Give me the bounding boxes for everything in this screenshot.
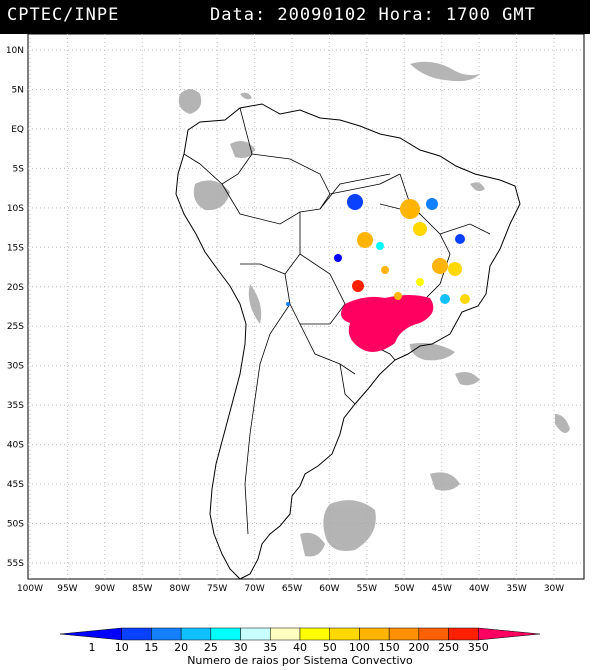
lon-label: 85W xyxy=(132,584,152,594)
legend-value: 1 xyxy=(89,641,96,654)
legend-title: Numero de raios por Sistema Convectivo xyxy=(187,654,413,667)
lat-label: 5S xyxy=(13,164,25,174)
header-source: CPTEC/INPE xyxy=(7,5,120,25)
legend-swatch xyxy=(151,627,182,641)
legend-swatch xyxy=(270,627,301,641)
lon-label: 60W xyxy=(319,584,339,594)
legend-swatch xyxy=(210,627,241,641)
legend-value: 25 xyxy=(204,641,218,654)
lon-label: 90W xyxy=(95,584,115,594)
lon-label: 100W xyxy=(17,584,43,594)
legend-swatch xyxy=(329,627,360,641)
legend-value: 20 xyxy=(174,641,188,654)
legend-value: 30 xyxy=(234,641,248,654)
lon-label: 75W xyxy=(207,584,227,594)
lat-label: 45S xyxy=(7,480,24,490)
lat-label: 55S xyxy=(7,559,24,569)
lat-label: 50S xyxy=(7,520,24,530)
lon-label: 40W xyxy=(469,584,489,594)
cloud-areas xyxy=(178,61,570,557)
lon-label: 55W xyxy=(357,584,377,594)
legend-value: 150 xyxy=(379,641,400,654)
legend-value: 100 xyxy=(349,641,370,654)
legend-swatch xyxy=(388,627,420,641)
legend-value: 200 xyxy=(408,641,429,654)
lat-label: 15S xyxy=(7,243,24,253)
lat-label: 10N xyxy=(6,46,24,56)
convective-cells xyxy=(286,194,470,352)
legend-value: 10 xyxy=(115,641,129,654)
legend-value: 15 xyxy=(144,641,158,654)
legend-labels: 1 10 15 20 25 30 35 40 50 100 150 200 250 350 xyxy=(89,641,489,654)
map-panel: 10N 5N EQ 5S 10S 15S 20S 25S 30S 35S 40S 45S 50S 55S 1… xyxy=(6,34,585,594)
lon-label: 45W xyxy=(432,584,452,594)
legend-colorbar xyxy=(59,627,541,641)
legend-value: 40 xyxy=(293,641,307,654)
lat-label: 10S xyxy=(7,204,24,214)
south-america-coastline xyxy=(175,103,521,580)
lat-label: 30S xyxy=(7,362,24,372)
legend-value: 250 xyxy=(438,641,459,654)
lat-label: 25S xyxy=(7,322,24,332)
lon-label: 70W xyxy=(244,584,264,594)
legend-value: 350 xyxy=(468,641,489,654)
lon-label: 80W xyxy=(170,584,190,594)
lat-label: 40S xyxy=(7,441,24,451)
legend-swatch xyxy=(418,627,449,641)
legend: 1 10 15 20 25 30 35 40 50 100 150 200 250 350 Numero … xyxy=(59,627,541,667)
lon-label: 35W xyxy=(506,584,526,594)
legend-swatch xyxy=(180,627,212,641)
lon-label: 50W xyxy=(394,584,414,594)
lat-label: 5N xyxy=(12,85,24,95)
legend-value: 35 xyxy=(263,641,277,654)
lat-label: EQ xyxy=(11,125,24,135)
header-bar: CPTEC/INPE Data: 20090102 Hora: 1700 GMT xyxy=(0,0,590,34)
legend-swatch xyxy=(478,627,541,641)
lon-label: 30W xyxy=(544,584,564,594)
legend-swatch xyxy=(359,627,390,641)
lon-label: 95W xyxy=(57,584,77,594)
legend-swatch xyxy=(448,627,479,641)
lon-label: 65W xyxy=(282,584,302,594)
legend-swatch xyxy=(121,627,152,641)
lat-label: 20S xyxy=(7,283,24,293)
legend-swatch xyxy=(59,627,122,641)
map-frame xyxy=(27,34,585,580)
legend-swatch xyxy=(240,627,271,641)
legend-swatch xyxy=(299,627,330,641)
lat-label: 35S xyxy=(7,401,24,411)
legend-value: 50 xyxy=(323,641,337,654)
header-datetime: Data: 20090102 Hora: 1700 GMT xyxy=(210,5,536,25)
